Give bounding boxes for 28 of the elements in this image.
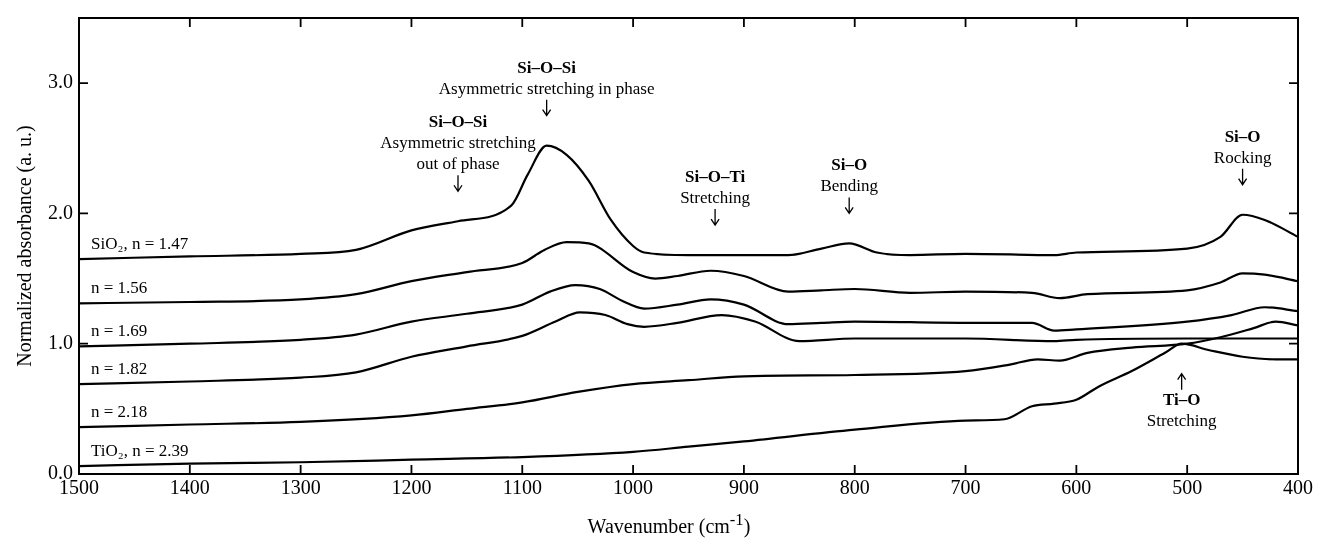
annotation: Si–O Rocking [1213,126,1272,167]
x-tick-label: 600 [1061,476,1092,499]
y-tick-label: 1.0 [48,330,73,353]
x-tick-label: 400 [1283,476,1313,499]
x-tick-label: 900 [728,476,759,499]
annotation: Si–O–Si Asymmetric stretching out of phase [380,112,537,174]
x-tick-label: 1100 [502,476,542,499]
y-axis-title: Normalized absorbance (a. u.) [13,125,37,367]
series-label: n = 2.18 [91,402,148,422]
annotation: Si–O Bending [820,155,879,196]
series-label: TiO₂, n = 2.39 [91,441,189,461]
annotation: Si–O–Ti Stretching [680,167,751,208]
x-axis-title: Wavenumber (cm$^{-1}$) [586,510,752,538]
series-label: SiO₂, n = 1.47 [91,234,189,253]
series-label: n = 1.69 [91,321,148,341]
x-tick-label: 1200 [391,476,432,499]
series-label: n = 1.56 [91,278,148,298]
series-label: n = 1.82 [91,359,148,379]
y-tick-label: 2.0 [48,200,73,223]
x-tick-label: 500 [1172,476,1203,499]
x-tick-label: 800 [839,476,870,499]
x-tick-label: 700 [950,476,981,499]
y-tick-label: 3.0 [48,70,73,93]
x-tick-label: 1400 [169,476,210,499]
x-tick-label: 1000 [613,476,654,499]
annotation: Si–O–Si Asymmetric stretching in phase [438,57,655,98]
x-tick-label: 1300 [280,476,321,499]
annotation: Ti–O Stretching [1146,389,1218,430]
